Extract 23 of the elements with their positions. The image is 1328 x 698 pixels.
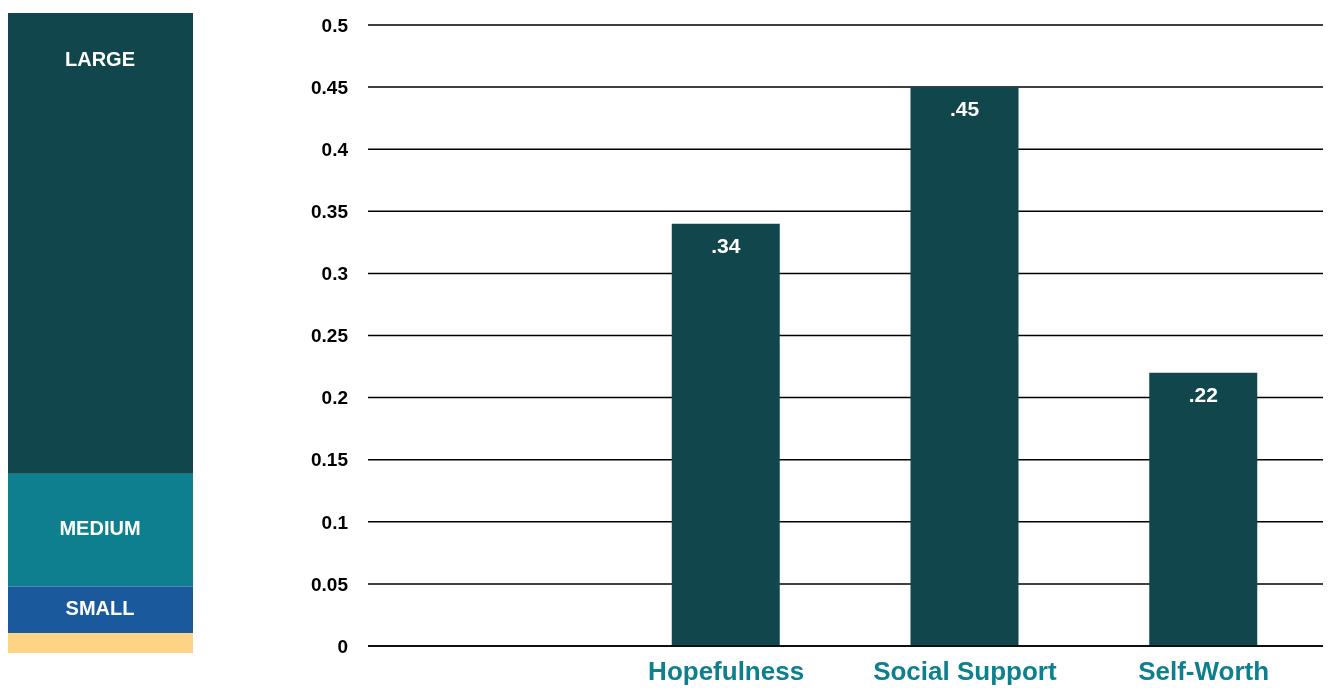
- text: SMALL: [65, 597, 135, 620]
- y-tick-label: 0.1: [321, 511, 349, 533]
- y-tick-label: 0.5: [321, 14, 349, 36]
- y-tick-label: 0.45: [311, 76, 349, 98]
- y-tick-label: 0.15: [311, 449, 349, 471]
- y-tick-label: 0.25: [311, 325, 349, 347]
- text: LARGE: [65, 48, 135, 71]
- data-label: .34: [711, 233, 741, 257]
- text: MEDIUM: [59, 517, 141, 540]
- x-tick-label: Social Support: [873, 656, 1057, 687]
- y-tick-label: 0.3: [321, 263, 348, 285]
- y-tick-label: 0.4: [321, 138, 349, 160]
- bar: [1149, 372, 1258, 646]
- x-tick-label: Hopefulness: [648, 656, 805, 687]
- x-tick-label: Self-Worth: [1138, 656, 1270, 687]
- data-label: .45: [949, 97, 980, 121]
- data-label: .22: [1188, 382, 1218, 406]
- bar: [910, 87, 1019, 646]
- y-tick-label: 0.2: [321, 387, 348, 409]
- y-tick-label: 0: [337, 635, 348, 657]
- y-tick-label: 0.35: [311, 201, 349, 223]
- bar: [671, 223, 780, 646]
- y-tick-label: 0.05: [311, 573, 349, 595]
